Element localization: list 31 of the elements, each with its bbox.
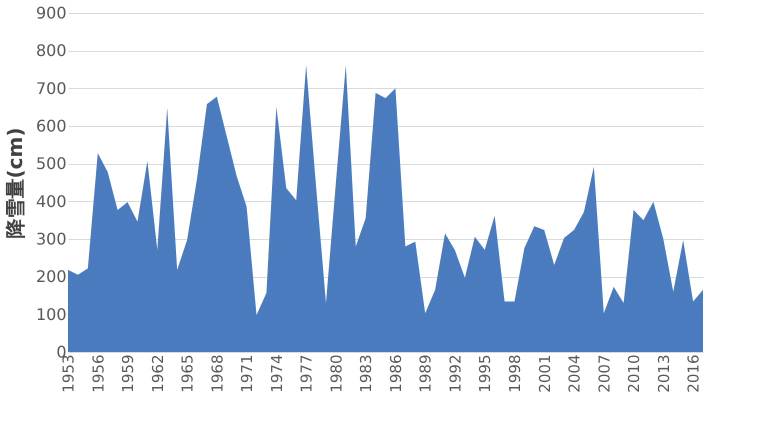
- x-tick-label: 1989: [416, 354, 435, 393]
- x-tick-label: 1965: [178, 354, 197, 393]
- y-tick-label: 200: [36, 267, 66, 286]
- y-tick-label: 800: [36, 41, 66, 60]
- x-tick-label: 1980: [327, 354, 346, 393]
- x-tick-label: 1983: [357, 354, 376, 393]
- y-tick-label: 100: [36, 304, 66, 324]
- x-tick-label: 1977: [298, 354, 316, 393]
- x-tick-label: 2004: [566, 354, 584, 393]
- x-tick-label: 1995: [476, 354, 494, 393]
- x-tick-label: 1986: [386, 354, 405, 393]
- x-tick-label: 2007: [595, 354, 614, 393]
- x-tick-label: 2013: [654, 354, 673, 393]
- x-tick-label: 1956: [89, 354, 108, 393]
- x-tick-label: 1962: [148, 354, 167, 393]
- y-tick-label: 600: [36, 116, 66, 136]
- y-axis-title: 降雪量(cm): [2, 128, 27, 238]
- y-tick-label: 300: [36, 230, 66, 248]
- x-tick-label: 1968: [208, 354, 226, 393]
- y-tick-label: 400: [36, 192, 66, 211]
- x-tick-label: 2010: [625, 354, 644, 393]
- x-tick-label: 2016: [684, 354, 703, 393]
- x-tick-label: 1974: [268, 354, 286, 393]
- y-tick-label: 500: [36, 154, 66, 174]
- y-tick-label: 700: [36, 78, 66, 98]
- x-tick-label: 2001: [536, 354, 554, 393]
- x-tick-label: 1992: [446, 354, 464, 393]
- x-tick-label: 1971: [238, 354, 256, 393]
- x-tick-label: 1959: [119, 354, 138, 393]
- y-tick-label: 900: [36, 4, 66, 22]
- x-tick-label: 1998: [506, 354, 524, 393]
